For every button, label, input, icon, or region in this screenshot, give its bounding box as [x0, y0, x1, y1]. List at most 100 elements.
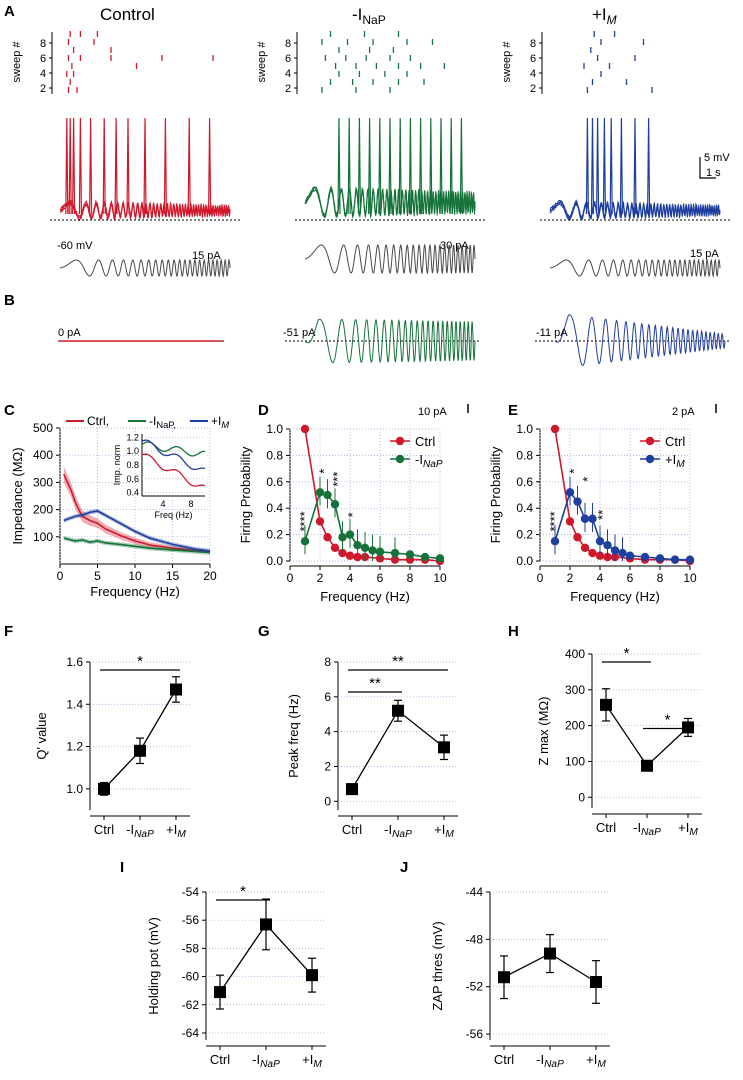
data-point: [588, 548, 597, 558]
y-tick-label: -44: [466, 885, 484, 899]
y-axis-label: Holding pot (mV): [146, 917, 161, 1015]
spike-line: [439, 117, 443, 215]
legend-label: Ctrl,: [87, 414, 109, 428]
raster-tick-label: 2: [530, 83, 536, 95]
raster-tick-label: 2: [285, 83, 291, 95]
col-title-control: Control: [100, 5, 155, 24]
raster-tick-label: 6: [530, 53, 536, 65]
legend-label: Ctrl: [665, 434, 685, 449]
data-point: [134, 744, 146, 757]
scalebar-a-volt: 5 mV: [704, 152, 730, 164]
spike-line: [429, 117, 433, 215]
x-axis-label: Frequency (Hz): [570, 589, 660, 604]
inset-y-tick-label: 1.0: [126, 446, 139, 456]
category-label: Ctrl: [94, 822, 114, 837]
panel-letter-a: A: [4, 3, 15, 20]
spike-line: [408, 117, 412, 215]
y-tick-label: 300: [565, 683, 585, 697]
category-label: +IM: [302, 1052, 322, 1070]
series-line: [63, 537, 211, 554]
data-point: [345, 551, 355, 560]
data-point: [315, 488, 325, 497]
b-label-m: -11 pA: [536, 327, 568, 339]
y-tick-label: 0.6: [516, 475, 533, 489]
data-point: [435, 554, 445, 563]
error-band: [63, 508, 210, 554]
y-tick-label: 0.4: [516, 501, 533, 515]
x-tick-label: 8: [657, 571, 664, 585]
data-point: [682, 721, 694, 734]
y-tick-label: 0.8: [266, 448, 283, 462]
inset-series-line: [141, 453, 206, 487]
data-point: [375, 547, 385, 556]
data-point: [330, 543, 340, 552]
raster-axis-label: sweep #: [501, 41, 513, 83]
spike-line: [347, 117, 351, 215]
data-point: [600, 698, 612, 711]
spike-line: [619, 117, 623, 215]
inset-x-tick-label: 4: [160, 499, 165, 509]
data-point: [590, 975, 602, 988]
significance-star: **: [595, 510, 610, 520]
category-label: +IM: [586, 1052, 606, 1070]
raster-axis-label: sweep #: [256, 41, 268, 83]
raster-tick-label: 8: [40, 38, 46, 50]
raster-tick-label: 2: [40, 83, 46, 95]
x-tick-label: 0: [57, 569, 64, 583]
data-point: [353, 540, 362, 550]
zap-amp-control: 15 pA: [192, 250, 221, 262]
spike-line: [449, 117, 453, 215]
spike-line: [208, 117, 212, 215]
significance-star: *: [580, 477, 595, 482]
data-point: [214, 986, 226, 999]
x-tick-label: 8: [407, 571, 414, 585]
y-tick-label: 0.2: [516, 528, 533, 542]
y-tick-label: -56: [182, 913, 200, 927]
data-point: [685, 555, 695, 564]
data-point: [610, 546, 620, 555]
significance-star: **: [392, 653, 404, 670]
category-label: +IM: [166, 822, 186, 840]
y-tick-label: 1.0: [66, 782, 83, 796]
legend-label: +IM: [211, 414, 229, 430]
spike-line: [337, 117, 341, 215]
y-tick-label: -64: [182, 1026, 200, 1040]
x-tick-label: 0: [287, 571, 294, 585]
y-tick-label: 200: [33, 503, 53, 517]
data-point: [640, 552, 650, 562]
y-axis-label: Impedance (MΩ): [10, 447, 25, 544]
category-label: +IM: [678, 820, 698, 838]
legend-marker: [395, 454, 405, 464]
zap-amp-m: 15 pA: [690, 248, 719, 260]
data-point: [360, 543, 370, 552]
data-point: [595, 551, 605, 560]
legend-marker: [395, 436, 405, 446]
panel-letter-b: B: [4, 292, 15, 309]
spike-line: [68, 117, 72, 215]
data-point: [330, 500, 340, 509]
inset-series-line: [141, 439, 206, 471]
panel-letter-e: E: [508, 402, 518, 419]
y-tick-label: 2: [324, 759, 331, 773]
x-tick-label: 20: [203, 569, 217, 583]
data-point: [338, 533, 347, 542]
scalebar-a-time: 1 s: [706, 167, 721, 179]
spike-line: [357, 117, 361, 215]
category-label: +IM: [434, 822, 454, 840]
x-tick-label: 10: [433, 571, 447, 585]
x-tick-label: 2: [317, 571, 324, 585]
data-point: [345, 530, 355, 539]
legend-label: Ctrl: [415, 434, 435, 449]
y-tick-label: 0.6: [266, 475, 283, 489]
data-point: [438, 741, 450, 754]
panel-letter-g: G: [258, 623, 270, 640]
y-tick-label: 200: [565, 719, 585, 733]
data-point: [550, 424, 560, 434]
data-point: [603, 540, 612, 550]
y-tick-label: 400: [565, 647, 585, 661]
x-tick-label: 4: [597, 571, 604, 585]
x-axis-label: Frequency (Hz): [320, 589, 410, 604]
panel-letter-h: H: [508, 623, 519, 640]
inset-y-tick-label: 0.4: [126, 488, 139, 498]
voltage-trace: [304, 186, 476, 217]
